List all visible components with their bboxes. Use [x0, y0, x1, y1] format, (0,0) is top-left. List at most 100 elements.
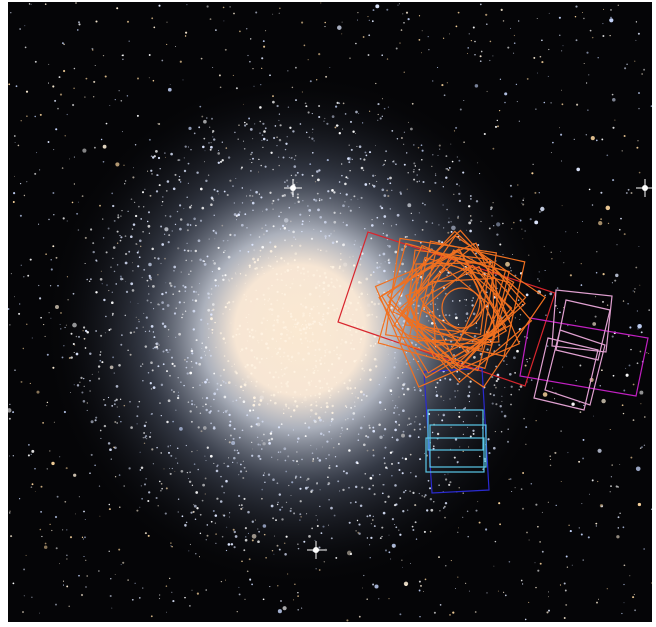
star	[279, 228, 282, 230]
star	[12, 582, 15, 585]
star	[518, 20, 520, 22]
star	[269, 191, 272, 194]
star	[184, 286, 187, 289]
star	[210, 142, 212, 144]
star	[635, 466, 641, 472]
star	[387, 259, 390, 262]
star	[478, 521, 481, 524]
star	[185, 259, 187, 262]
star	[443, 94, 446, 97]
star	[163, 325, 167, 328]
star	[263, 272, 265, 274]
star	[401, 472, 404, 475]
star	[468, 33, 470, 35]
star	[310, 237, 314, 240]
star	[208, 411, 212, 414]
orange-footprint	[393, 235, 546, 388]
star	[338, 265, 342, 268]
star	[22, 611, 24, 613]
star	[174, 173, 177, 176]
star	[424, 204, 426, 206]
star	[337, 390, 340, 393]
star	[336, 353, 338, 356]
star	[31, 337, 33, 339]
star	[370, 237, 373, 240]
star	[13, 135, 16, 137]
star	[39, 297, 42, 300]
star	[368, 368, 372, 372]
star	[56, 495, 59, 498]
star	[350, 407, 352, 409]
star	[335, 240, 338, 243]
star	[68, 605, 71, 608]
star	[181, 316, 183, 319]
star	[213, 425, 215, 427]
star	[387, 495, 390, 498]
star	[292, 459, 294, 461]
star	[271, 337, 274, 341]
star	[162, 363, 165, 366]
star	[402, 372, 404, 374]
star	[350, 199, 352, 201]
star	[469, 380, 472, 383]
pink-footprints	[533, 289, 613, 411]
star	[611, 335, 614, 338]
star	[304, 305, 308, 309]
star	[639, 390, 644, 395]
star	[293, 326, 295, 328]
star	[404, 489, 407, 492]
star	[149, 382, 152, 385]
star	[214, 514, 218, 517]
star	[211, 309, 213, 312]
star	[360, 292, 364, 296]
star	[116, 406, 118, 408]
star	[398, 529, 400, 531]
star	[639, 447, 642, 449]
star	[548, 12, 550, 14]
star	[165, 190, 168, 192]
star	[356, 301, 360, 305]
star	[295, 475, 298, 478]
star	[42, 422, 44, 424]
star	[170, 284, 173, 287]
star	[311, 452, 314, 455]
star	[111, 607, 113, 609]
star	[223, 355, 226, 357]
star	[166, 611, 167, 613]
star	[382, 223, 385, 225]
star	[356, 462, 359, 465]
footprints	[337, 229, 649, 494]
star	[84, 262, 86, 265]
star	[147, 211, 151, 214]
star	[466, 52, 468, 54]
star	[177, 511, 179, 513]
star	[468, 401, 470, 403]
star	[227, 156, 231, 159]
star	[246, 195, 248, 197]
star	[169, 374, 171, 377]
star	[240, 504, 243, 507]
star	[138, 597, 141, 599]
star	[419, 616, 421, 618]
star	[381, 188, 385, 192]
star	[61, 42, 64, 45]
star	[267, 473, 271, 476]
star	[116, 264, 119, 266]
star	[159, 304, 161, 306]
star	[285, 405, 287, 408]
star	[193, 217, 196, 221]
star	[442, 507, 445, 509]
star	[124, 261, 128, 265]
star	[390, 306, 393, 309]
star	[83, 556, 85, 557]
star	[252, 257, 255, 261]
star	[598, 220, 603, 226]
star	[9, 324, 11, 326]
star	[563, 262, 565, 264]
star	[318, 169, 321, 172]
star	[623, 233, 626, 236]
star	[196, 171, 199, 174]
star	[496, 233, 499, 236]
star	[269, 249, 273, 253]
star	[268, 298, 271, 300]
